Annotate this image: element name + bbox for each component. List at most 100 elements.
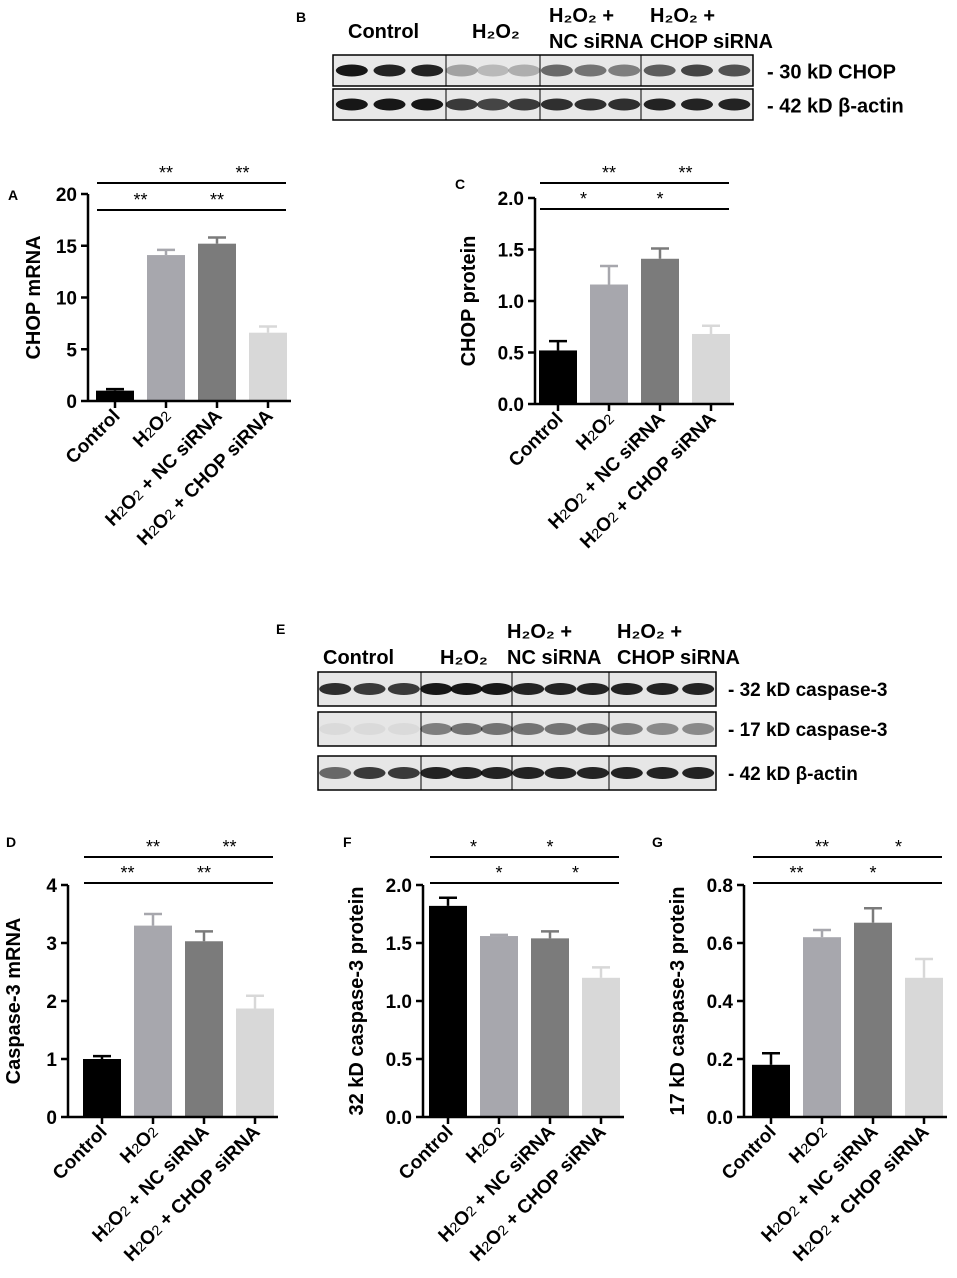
bar-3 <box>582 977 620 1117</box>
panel-label: D <box>6 834 16 850</box>
panel-g: G 0.0 0.2 0.4 0.6 0.8 17 kD caspase-3 protein C… <box>652 834 947 1266</box>
lane-header: H₂O₂ + <box>507 621 572 643</box>
blot-band <box>646 683 679 695</box>
blot-band <box>319 767 352 779</box>
bar-3 <box>692 333 730 404</box>
blot-band <box>373 64 406 77</box>
blot-band <box>544 767 577 779</box>
blot-band <box>643 98 676 111</box>
x-tick-label: H2O2 <box>116 1122 162 1168</box>
blot-band <box>574 98 607 111</box>
y-tick-label: 1.5 <box>498 241 525 262</box>
blot-band <box>387 723 420 735</box>
blot-band <box>387 767 420 779</box>
panel-label: C <box>455 176 465 192</box>
y-tick-label: 1.5 <box>386 934 413 955</box>
bar-0 <box>429 905 467 1117</box>
blot-band <box>353 723 386 735</box>
x-tick-label: H2O2 <box>462 1122 508 1168</box>
blot-band <box>319 683 352 695</box>
significance-label: ** <box>159 163 173 183</box>
blot-band <box>643 64 676 77</box>
y-axis-label: Caspase-3 mRNA <box>3 918 25 1085</box>
blot-band <box>335 64 368 77</box>
significance-label: * <box>495 863 502 883</box>
y-tick-label: 0.5 <box>498 344 525 365</box>
lane-header: Control <box>323 647 394 669</box>
bar-2 <box>854 922 892 1117</box>
bar-2 <box>198 243 236 401</box>
y-tick-label: 2.0 <box>386 876 412 897</box>
y-tick-label: 1.0 <box>498 292 524 313</box>
x-tick-label: H2O2 <box>572 409 618 455</box>
x-tick-label: Control <box>62 406 125 469</box>
blot-band <box>480 767 513 779</box>
blot-band <box>646 767 679 779</box>
y-axis-label: 32 kD caspase-3 protein <box>346 887 368 1116</box>
panel-f: F 0.0 0.5 1.0 1.5 2.0 32 kD caspase-3 protein C… <box>343 834 624 1266</box>
lane-header: H₂O₂ <box>472 21 520 43</box>
y-tick-label: 0.4 <box>707 992 734 1013</box>
x-tick-label: Control <box>49 1122 112 1185</box>
significance-label: ** <box>120 863 134 883</box>
y-tick-label: 2 <box>46 992 57 1013</box>
significance-label: * <box>895 837 902 857</box>
significance-label: ** <box>815 837 829 857</box>
significance-label: * <box>656 189 663 209</box>
blot-band <box>319 723 352 735</box>
bar-0 <box>752 1064 790 1117</box>
lane-header: NC siRNA <box>507 647 601 669</box>
blot-band <box>477 98 509 111</box>
y-tick-label: 0.2 <box>707 1050 733 1071</box>
significance-label: * <box>580 189 587 209</box>
y-tick-label: 5 <box>66 340 77 361</box>
blot-band <box>450 683 483 695</box>
blot-band <box>608 98 641 111</box>
y-tick-label: 15 <box>56 237 78 258</box>
significance-label: ** <box>789 863 803 883</box>
blot-band <box>540 64 573 77</box>
blot-band <box>477 64 509 77</box>
blot-panel-e: E Control H₂O₂ H₂O₂ + NC siRNA H₂O₂ + CHOP siR… <box>276 621 888 791</box>
blot-band <box>576 767 609 779</box>
x-tick-label: H2O2 <box>785 1122 831 1168</box>
y-axis-label: 17 kD caspase-3 protein <box>667 887 689 1116</box>
blot-band <box>420 767 453 779</box>
x-tick-label: Control <box>505 409 568 472</box>
bar-0 <box>96 390 134 401</box>
blot-band <box>450 723 483 735</box>
band-label: - 42 kD β-actin <box>767 96 904 118</box>
bar-3 <box>249 332 287 401</box>
blot-band <box>540 98 573 111</box>
y-tick-label: 0 <box>66 392 77 413</box>
bar-1 <box>147 255 185 401</box>
blot-band <box>681 98 713 111</box>
bar-3 <box>236 1008 274 1117</box>
blot-band <box>512 683 545 695</box>
significance-label: * <box>546 837 553 857</box>
x-tick-label: Control <box>718 1122 781 1185</box>
panel-label: A <box>8 187 18 203</box>
bar-1 <box>134 925 172 1117</box>
significance-label: ** <box>197 863 211 883</box>
blot-band <box>544 683 577 695</box>
panel-label: B <box>296 9 306 25</box>
bar-0 <box>539 350 577 404</box>
bar-2 <box>185 941 223 1117</box>
y-tick-label: 0.8 <box>707 876 733 897</box>
blot-band <box>411 64 444 77</box>
bar-2 <box>641 258 679 404</box>
y-tick-label: 4 <box>46 876 57 897</box>
significance-label: * <box>470 837 477 857</box>
y-tick-label: 1.0 <box>386 992 412 1013</box>
lane-header: H₂O₂ + <box>650 5 715 27</box>
significance-label: * <box>869 863 876 883</box>
y-tick-label: 2.0 <box>498 189 524 210</box>
blot-band <box>682 723 715 735</box>
x-tick-label: Control <box>395 1122 458 1185</box>
band-label: - 17 kD caspase-3 <box>728 720 888 741</box>
panel-label: G <box>652 834 663 850</box>
blot-band <box>353 767 386 779</box>
blot-band <box>682 683 715 695</box>
